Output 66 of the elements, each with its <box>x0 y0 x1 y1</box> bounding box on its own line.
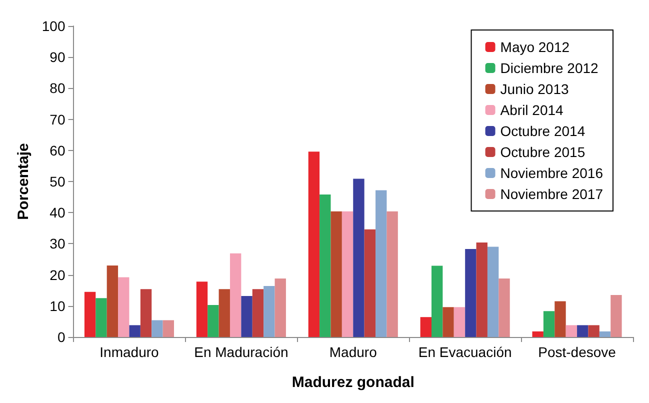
bar <box>376 190 387 337</box>
bar <box>566 325 578 337</box>
legend-label: Mayo 2012 <box>500 39 570 55</box>
y-tick-label: 80 <box>50 80 66 96</box>
bar <box>543 311 555 337</box>
x-tick-label: En Maduración <box>194 344 288 360</box>
bar <box>532 331 544 337</box>
bar <box>106 265 118 337</box>
bar <box>162 320 174 337</box>
bar <box>353 178 364 337</box>
legend-label: Noviembre 2016 <box>500 165 604 181</box>
bar <box>129 325 140 337</box>
bar <box>320 194 331 337</box>
bar <box>152 320 163 337</box>
y-tick-label: 20 <box>50 266 66 283</box>
bar <box>465 248 476 337</box>
bar <box>498 278 510 337</box>
bar <box>577 325 588 337</box>
x-tick-label: Post-desove <box>538 344 616 360</box>
bar <box>118 277 130 337</box>
bar <box>364 229 376 337</box>
bar <box>431 266 443 337</box>
bar <box>554 301 566 337</box>
bar <box>218 289 230 337</box>
bar <box>454 307 466 337</box>
bar <box>476 242 488 337</box>
bar <box>442 307 454 337</box>
y-tick-label: 90 <box>50 49 66 66</box>
y-tick-label: 50 <box>50 174 66 190</box>
bar <box>96 298 107 337</box>
bar <box>252 289 264 337</box>
bar <box>386 211 398 337</box>
x-tick-label: Maduro <box>329 344 378 360</box>
x-tick-label: Inmaduro <box>100 344 160 360</box>
legend-label: Abril 2014 <box>500 102 564 118</box>
bar <box>588 325 600 337</box>
legend-label: Noviembre 2017 <box>500 186 604 202</box>
y-tick-label: 70 <box>50 111 66 128</box>
bar <box>274 278 286 337</box>
bar <box>264 286 275 337</box>
legend-label: Junio 2013 <box>500 81 569 97</box>
bar <box>196 282 208 337</box>
bar <box>487 246 499 337</box>
y-axis-title: Porcentaje <box>15 143 32 220</box>
bar <box>140 289 152 337</box>
bar <box>420 317 432 337</box>
y-tick-label: 0 <box>57 329 66 345</box>
y-tick-label: 60 <box>50 142 66 158</box>
y-tick-label: 10 <box>50 298 66 314</box>
legend-label: Octubre 2014 <box>500 123 586 139</box>
legend-label: Octubre 2015 <box>500 144 586 160</box>
x-tick-label: En Evacuación <box>418 344 512 360</box>
y-tick-label: 100 <box>42 18 66 34</box>
bar <box>599 331 611 337</box>
bar <box>208 304 219 337</box>
bar <box>241 296 252 337</box>
x-axis-title: Madurez gonadal <box>292 374 414 391</box>
y-tick-label: 40 <box>50 204 66 221</box>
bar <box>610 295 622 337</box>
bar <box>330 211 342 337</box>
bar <box>230 253 242 337</box>
bar <box>308 152 320 337</box>
legend-label: Diciembre 2012 <box>500 60 599 76</box>
y-tick-label: 30 <box>50 236 66 252</box>
bar <box>342 211 354 337</box>
bar <box>84 292 96 337</box>
